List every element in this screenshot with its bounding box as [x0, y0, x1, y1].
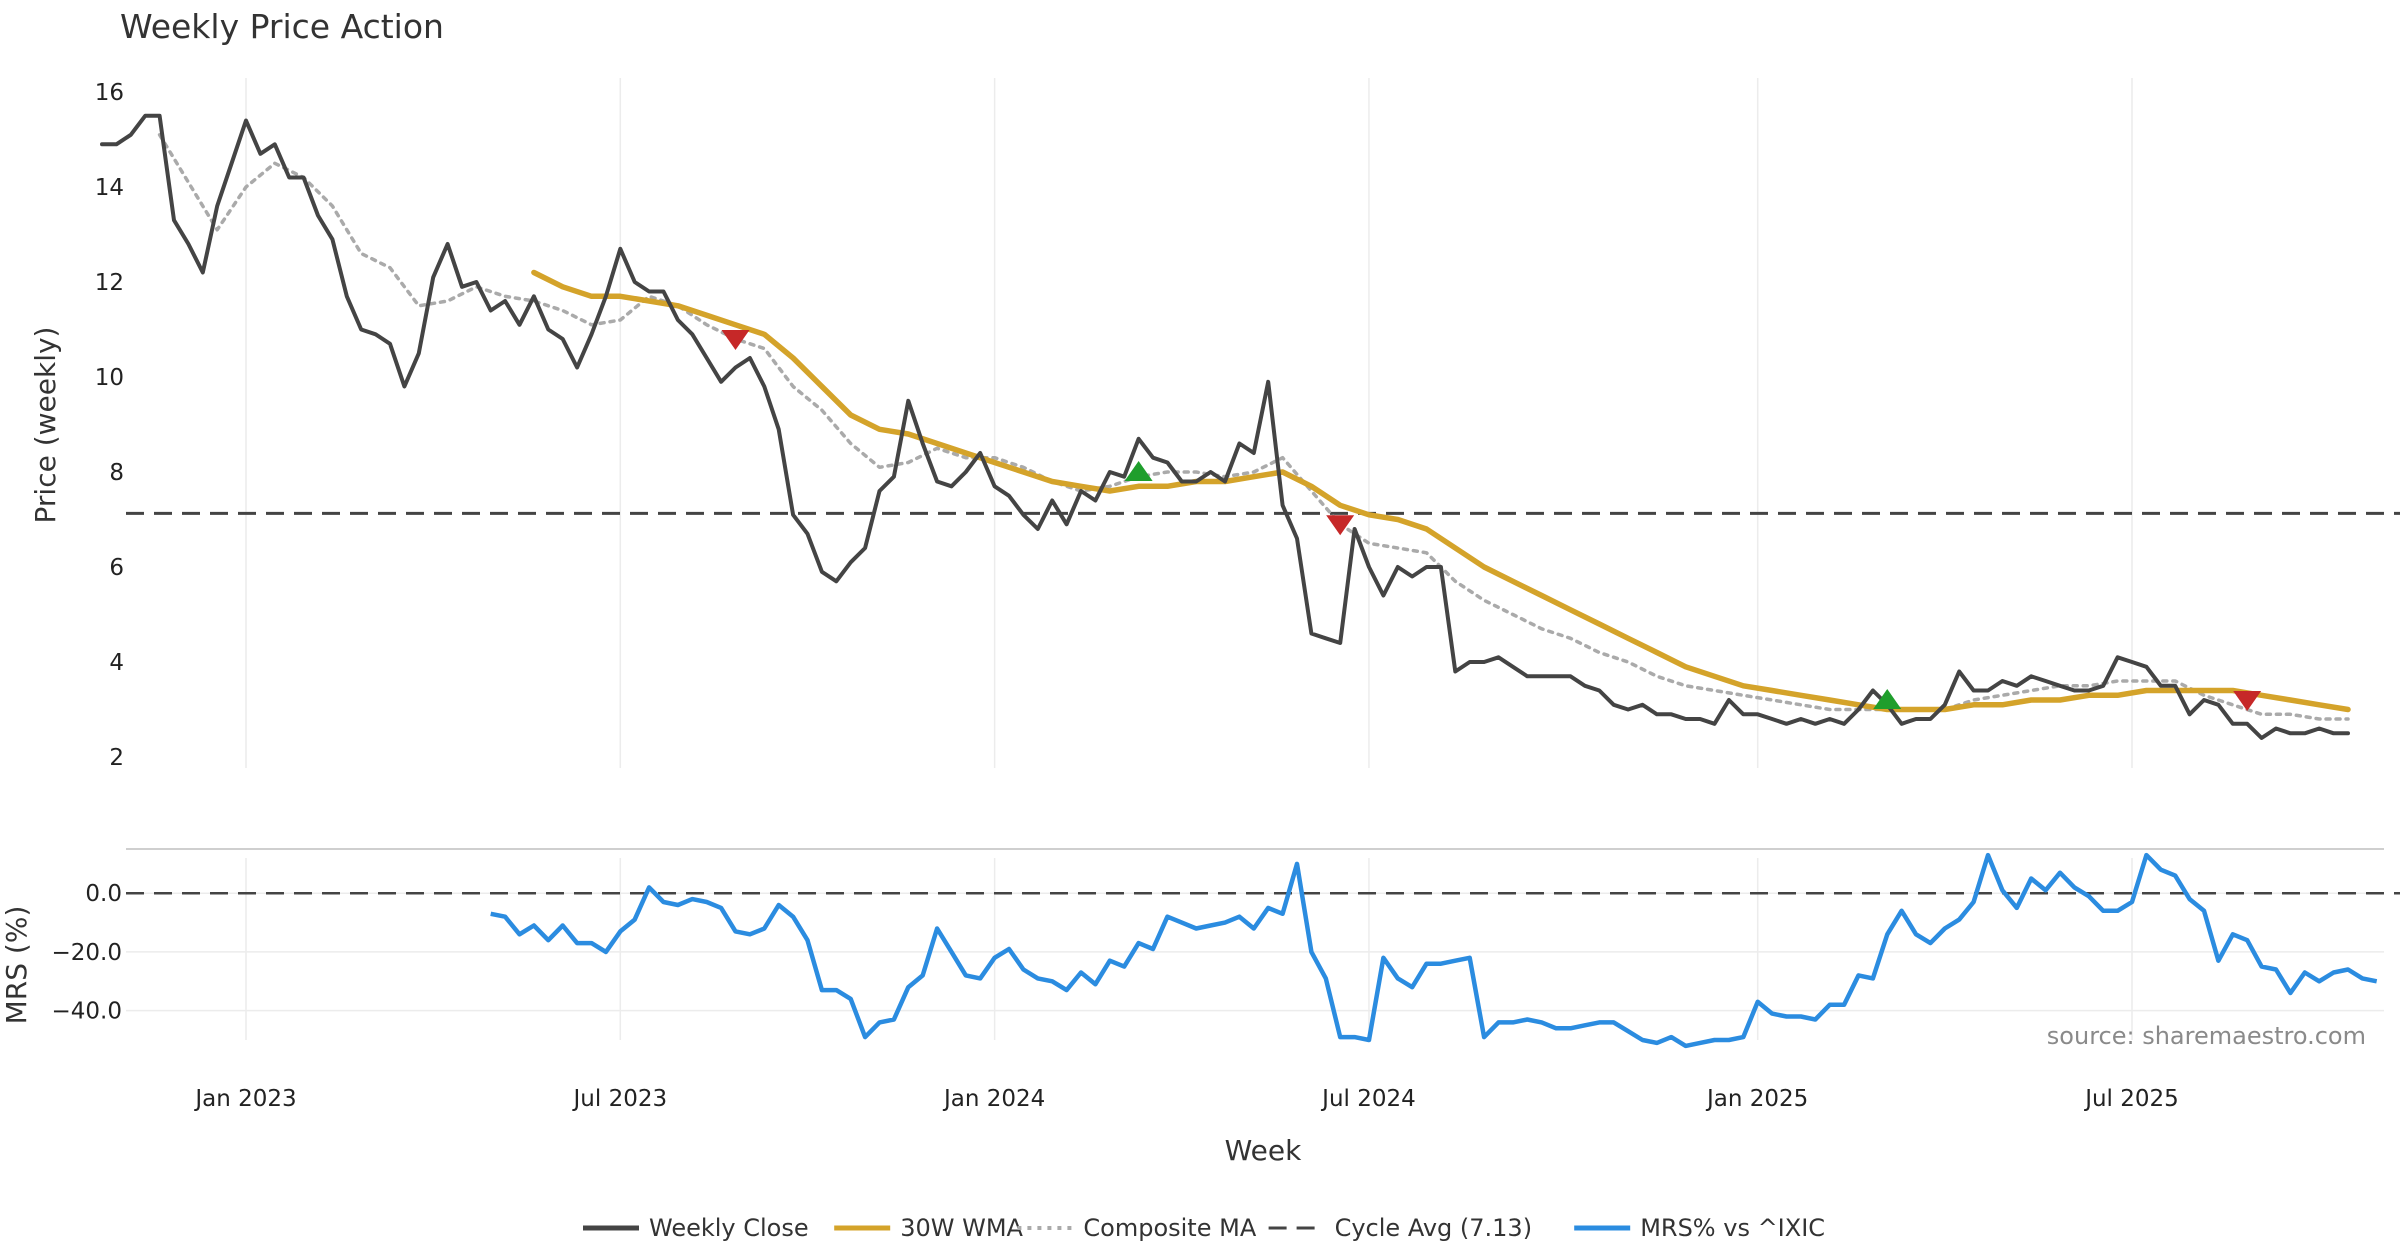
- price-y-tick-label: 6: [109, 555, 124, 581]
- price-y-tick-label: 14: [95, 175, 124, 201]
- mrs-line: [490, 852, 2378, 1049]
- sell-signal-marker: [2233, 691, 2262, 711]
- buy-signal-marker: [1873, 689, 1902, 709]
- mrs-y-axis-label: MRS (%): [0, 906, 33, 1025]
- x-tick-label: Jul 2024: [1320, 1086, 1416, 1112]
- grid: [126, 78, 2384, 1040]
- x-tick-label: Jul 2025: [2083, 1086, 2179, 1112]
- composite-ma-line: [157, 133, 2350, 721]
- legend-label: 30W WMA: [900, 1214, 1023, 1242]
- x-tick-label: Jan 2025: [1705, 1086, 1808, 1112]
- price-y-tick-label: 8: [109, 460, 124, 486]
- sell-signal-marker: [721, 330, 750, 350]
- mrs-y-tick-label: −40.0: [52, 999, 122, 1025]
- buy-signal-marker: [1124, 461, 1153, 481]
- legend-label: Weekly Close: [649, 1214, 809, 1242]
- price-y-tick-label: 10: [95, 365, 124, 391]
- x-tick-label: Jan 2023: [193, 1086, 296, 1112]
- legend-label: Cycle Avg (7.13): [1335, 1214, 1532, 1242]
- axes: Jan 2023 Jul 2023 Jan 2024 Jul 2024 Jan 2025…: [52, 80, 2384, 1112]
- chart-title: Weekly Price Action: [120, 7, 444, 46]
- mrs-y-tick-label: −20.0: [52, 940, 122, 966]
- mrs-panel: [126, 852, 2400, 1049]
- legend: Weekly Close 30W WMA Composite MA Cycle Avg…: [583, 1214, 1825, 1242]
- price-panel: [100, 113, 2400, 740]
- mrs-y-tick-label: 0.0: [85, 881, 122, 907]
- 30w-wma-line: [531, 269, 2351, 713]
- x-tick-label: Jan 2024: [942, 1086, 1045, 1112]
- legend-label: MRS% vs ^IXIC: [1640, 1214, 1825, 1242]
- sell-signal-marker: [1326, 515, 1355, 536]
- price-y-tick-label: 4: [109, 650, 124, 676]
- x-axis-label: Week: [1225, 1134, 1302, 1167]
- price-y-tick-label: 16: [95, 80, 124, 106]
- price-y-tick-label: 2: [109, 745, 124, 771]
- price-y-tick-label: 12: [95, 270, 124, 296]
- price-y-axis-label: Price (weekly): [29, 327, 62, 524]
- x-tick-label: Jul 2023: [572, 1086, 668, 1112]
- source-note: source: sharemaestro.com: [2047, 1022, 2366, 1050]
- legend-label: Composite MA: [1083, 1214, 1256, 1242]
- weekly-close-line: [100, 113, 2350, 740]
